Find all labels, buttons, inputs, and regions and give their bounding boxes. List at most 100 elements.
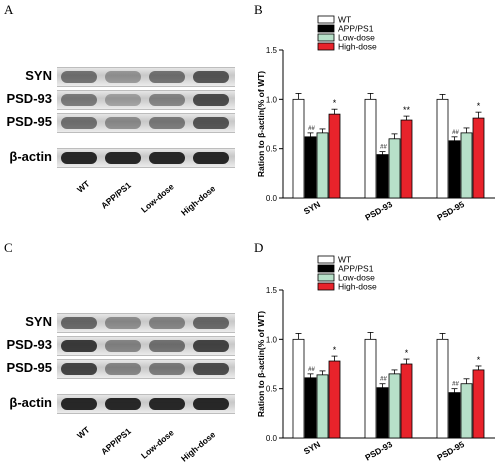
blot-band <box>61 117 97 129</box>
category-label: PSD-93 <box>363 199 394 223</box>
blot-band <box>149 340 185 352</box>
bar <box>328 113 341 199</box>
significance-marker: * <box>477 355 481 365</box>
bar <box>364 98 377 199</box>
bar <box>436 98 449 199</box>
significance-marker: ** <box>403 105 411 115</box>
blot-strip <box>57 90 235 110</box>
blot-strip <box>57 336 235 356</box>
bar <box>364 338 377 439</box>
legend-label: APP/PS1 <box>338 24 374 34</box>
blot-row-label: PSD-93 <box>6 91 52 106</box>
panel-letter-a: A <box>4 2 14 17</box>
bar <box>376 387 389 439</box>
bar <box>304 136 317 199</box>
blot-band <box>105 317 141 329</box>
bar <box>472 117 485 199</box>
blot-band <box>61 340 97 352</box>
legend-label: High-dose <box>338 42 377 52</box>
significance-marker: ## <box>452 382 459 388</box>
bar <box>400 363 413 439</box>
y-tick-label: 1.5 <box>266 46 278 55</box>
significance-marker: ## <box>380 377 387 383</box>
category-label: PSD-95 <box>435 199 466 223</box>
blot-band <box>105 363 141 375</box>
blot-band <box>61 71 97 83</box>
blot-band <box>105 117 141 129</box>
blot-lane-label: Low-dose <box>138 427 176 461</box>
blot-lane-label: WT <box>74 178 92 195</box>
blot-row-label: PSD-95 <box>6 360 52 375</box>
blot-band <box>149 117 185 129</box>
category-label: PSD-93 <box>363 439 394 463</box>
bar-chart-b: 0.0 0.5 1.0 1.5 Ration to β-actin(% of WT) ##… <box>256 15 495 223</box>
blot-band <box>193 317 229 329</box>
category-label: PSD-95 <box>435 439 466 463</box>
legend-label: WT <box>338 15 351 25</box>
blot-band <box>149 317 185 329</box>
blot-band <box>149 94 185 106</box>
y-tick-label: 1.5 <box>266 286 278 295</box>
legend-label: WT <box>338 255 351 265</box>
significance-marker: * <box>333 345 337 355</box>
y-tick-label: 0.0 <box>266 194 278 203</box>
blot-band <box>105 398 141 410</box>
significance-marker: * <box>333 98 337 108</box>
blot-lane-label: APP/PS1 <box>98 426 133 457</box>
bar <box>388 138 401 199</box>
blot-band <box>149 363 185 375</box>
blot-strip <box>57 148 235 168</box>
category-label: SYN <box>302 439 322 456</box>
legend-swatch <box>317 255 335 264</box>
bar <box>376 154 389 199</box>
blot-row-label: PSD-93 <box>6 337 52 352</box>
western-blot-top: SYN PSD-93 PSD-95 β-actin WT APP/PS1 Low-dose H… <box>0 62 250 218</box>
blot-lane-label: WT <box>74 424 92 441</box>
bar <box>388 373 401 439</box>
bar <box>328 360 341 439</box>
y-axis-label: Ration to β-actin(% of WT) <box>256 71 266 177</box>
bar <box>460 383 473 439</box>
legend-swatch <box>317 33 335 42</box>
y-tick-label: 1.0 <box>266 95 278 104</box>
bar <box>316 374 329 439</box>
blot-band <box>149 71 185 83</box>
blot-band <box>105 71 141 83</box>
blot-row-label: SYN <box>25 68 52 83</box>
bar <box>400 119 413 199</box>
legend-swatch <box>317 42 335 51</box>
bar <box>304 377 317 439</box>
legend-label: Low-dose <box>338 33 375 43</box>
blot-row-label: β-actin <box>9 149 52 164</box>
significance-marker: ## <box>380 145 387 151</box>
bar <box>472 369 485 439</box>
y-tick-label: 1.0 <box>266 335 278 344</box>
bar <box>292 338 305 439</box>
legend-swatch <box>317 273 335 282</box>
significance-marker: * <box>405 348 409 358</box>
legend-swatch <box>317 15 335 24</box>
blot-strip <box>57 67 235 87</box>
blot-band <box>193 71 229 83</box>
blot-band <box>61 94 97 106</box>
legend-swatch <box>317 24 335 33</box>
blot-band <box>61 363 97 375</box>
blot-strip <box>57 313 235 333</box>
bar-chart-d: 0.0 0.5 1.0 1.5 Ration to β-actin(% of WT) ##… <box>256 255 495 463</box>
legend-label: Low-dose <box>338 273 375 283</box>
panel-letter-d: D <box>254 240 264 255</box>
blot-row-label: SYN <box>25 314 52 329</box>
panel-letter-c: C <box>4 240 13 255</box>
blot-band <box>61 152 97 164</box>
bar <box>448 392 461 439</box>
blot-band <box>193 398 229 410</box>
bar <box>460 132 473 199</box>
y-tick-label: 0.5 <box>266 385 278 394</box>
legend-swatch <box>317 282 335 291</box>
blot-band <box>61 317 97 329</box>
category-label: SYN <box>302 199 322 216</box>
bar <box>292 98 305 199</box>
blot-strip <box>57 359 235 379</box>
western-blot-bottom: SYN PSD-93 PSD-95 β-actin WT APP/PS1 Low-dose H… <box>0 308 250 464</box>
blot-band <box>149 152 185 164</box>
